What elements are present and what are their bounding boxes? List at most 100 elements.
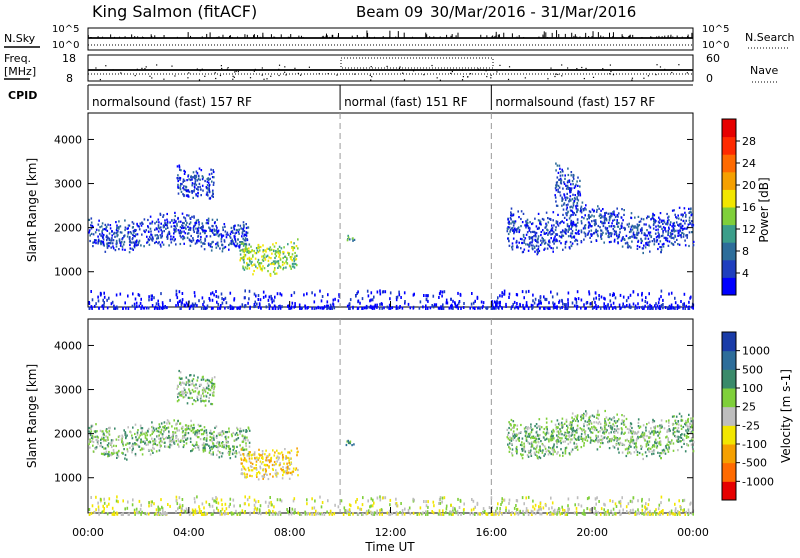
velocity-cell bbox=[659, 455, 661, 457]
freq-dot bbox=[236, 71, 237, 72]
power-cell bbox=[290, 268, 292, 270]
velocity-cell bbox=[572, 449, 574, 451]
velocity-cell bbox=[535, 441, 537, 443]
velocity-cell bbox=[206, 395, 208, 397]
velocity-cell bbox=[285, 457, 287, 459]
freq-dot bbox=[486, 76, 487, 77]
power-cell bbox=[501, 295, 503, 298]
freq-dot bbox=[294, 68, 295, 69]
velocity-cell bbox=[659, 427, 661, 429]
velocity-cell bbox=[229, 448, 231, 450]
power-cell bbox=[171, 226, 173, 228]
velocity-cell bbox=[213, 445, 215, 447]
velocity-cell bbox=[162, 433, 164, 435]
power-cell bbox=[648, 225, 650, 227]
power-cell bbox=[611, 222, 613, 224]
power-colorbar-swatch bbox=[722, 189, 736, 207]
power-cell bbox=[558, 185, 560, 187]
velocity-cell bbox=[236, 438, 238, 440]
power-cell bbox=[570, 235, 572, 237]
velocity-cell bbox=[583, 429, 585, 431]
power-cell bbox=[206, 219, 208, 221]
power-cell bbox=[674, 225, 676, 227]
velocity-cell bbox=[522, 438, 524, 440]
velocity-cell bbox=[536, 423, 538, 425]
velocity-cell bbox=[210, 436, 212, 438]
power-cell bbox=[235, 238, 237, 240]
power-cell bbox=[555, 163, 557, 165]
velocity-cell bbox=[234, 452, 236, 454]
power-cell bbox=[540, 240, 542, 242]
velocity-cell bbox=[513, 420, 515, 422]
power-cell bbox=[691, 220, 693, 222]
velocity-cell bbox=[583, 417, 585, 419]
power-cell bbox=[564, 231, 566, 233]
power-cell bbox=[572, 198, 574, 200]
power-cell bbox=[665, 237, 667, 239]
velocity-cell bbox=[630, 425, 632, 427]
velocity-cell bbox=[242, 453, 244, 455]
velocity-cell bbox=[543, 437, 545, 439]
velocity-cell bbox=[567, 431, 569, 433]
velocity-cell bbox=[604, 433, 606, 435]
velocity-cell bbox=[209, 452, 211, 454]
velocity-cell bbox=[681, 415, 683, 417]
power-cell bbox=[207, 178, 209, 180]
velocity-cell bbox=[132, 427, 134, 429]
velocity-cell bbox=[606, 429, 608, 431]
velocity-cell bbox=[126, 459, 128, 461]
power-cell bbox=[422, 305, 424, 308]
power-cell bbox=[244, 254, 246, 256]
power-cell bbox=[216, 295, 218, 298]
power-cell bbox=[167, 227, 169, 229]
power-cell bbox=[533, 235, 535, 237]
power-cell bbox=[604, 212, 606, 214]
velocity-cell bbox=[139, 446, 141, 448]
power-cell bbox=[682, 303, 684, 306]
velocity-cell bbox=[219, 456, 221, 458]
power-cell bbox=[227, 234, 229, 236]
freq-dot bbox=[486, 70, 487, 71]
power-cell bbox=[235, 241, 237, 243]
velocity-cell bbox=[636, 446, 638, 448]
velocity-cell bbox=[172, 437, 174, 439]
power-cell bbox=[593, 215, 595, 217]
power-cell bbox=[547, 229, 549, 231]
freq-dot bbox=[171, 66, 172, 67]
power-cell bbox=[209, 184, 211, 186]
velocity-cell bbox=[545, 448, 547, 450]
power-cell bbox=[162, 306, 164, 309]
power-cell bbox=[271, 297, 273, 300]
velocity-cell bbox=[569, 423, 571, 425]
power-cell bbox=[89, 229, 91, 231]
power-cell bbox=[423, 294, 425, 297]
power-cell bbox=[677, 243, 679, 245]
velocity-cell bbox=[221, 442, 223, 444]
velocity-cell bbox=[140, 425, 142, 427]
power-cell bbox=[576, 207, 578, 209]
velocity-cell bbox=[143, 433, 145, 435]
freq-dot bbox=[371, 66, 372, 67]
velocity-cell bbox=[540, 450, 542, 452]
power-cell bbox=[120, 245, 122, 247]
power-cell bbox=[598, 225, 600, 227]
power-cell bbox=[231, 242, 233, 244]
velocity-cell bbox=[648, 437, 650, 439]
velocity-cell bbox=[628, 448, 630, 450]
velocity-cell bbox=[509, 439, 511, 441]
velocity-cell bbox=[95, 423, 97, 425]
velocity-cell bbox=[167, 437, 169, 439]
power-cell bbox=[622, 237, 624, 239]
freq-dot bbox=[631, 79, 632, 80]
velocity-cell bbox=[543, 431, 545, 433]
freq-label-1: Freq. bbox=[4, 52, 31, 65]
velocity-cell bbox=[180, 422, 182, 424]
power-cell bbox=[196, 176, 198, 178]
power-cell bbox=[185, 217, 187, 219]
velocity-cell bbox=[559, 433, 561, 435]
velocity-cell bbox=[207, 379, 209, 381]
power-cell bbox=[157, 235, 159, 237]
velocity-cell bbox=[653, 434, 655, 436]
power-cell bbox=[162, 231, 164, 233]
power-cell bbox=[559, 168, 561, 170]
